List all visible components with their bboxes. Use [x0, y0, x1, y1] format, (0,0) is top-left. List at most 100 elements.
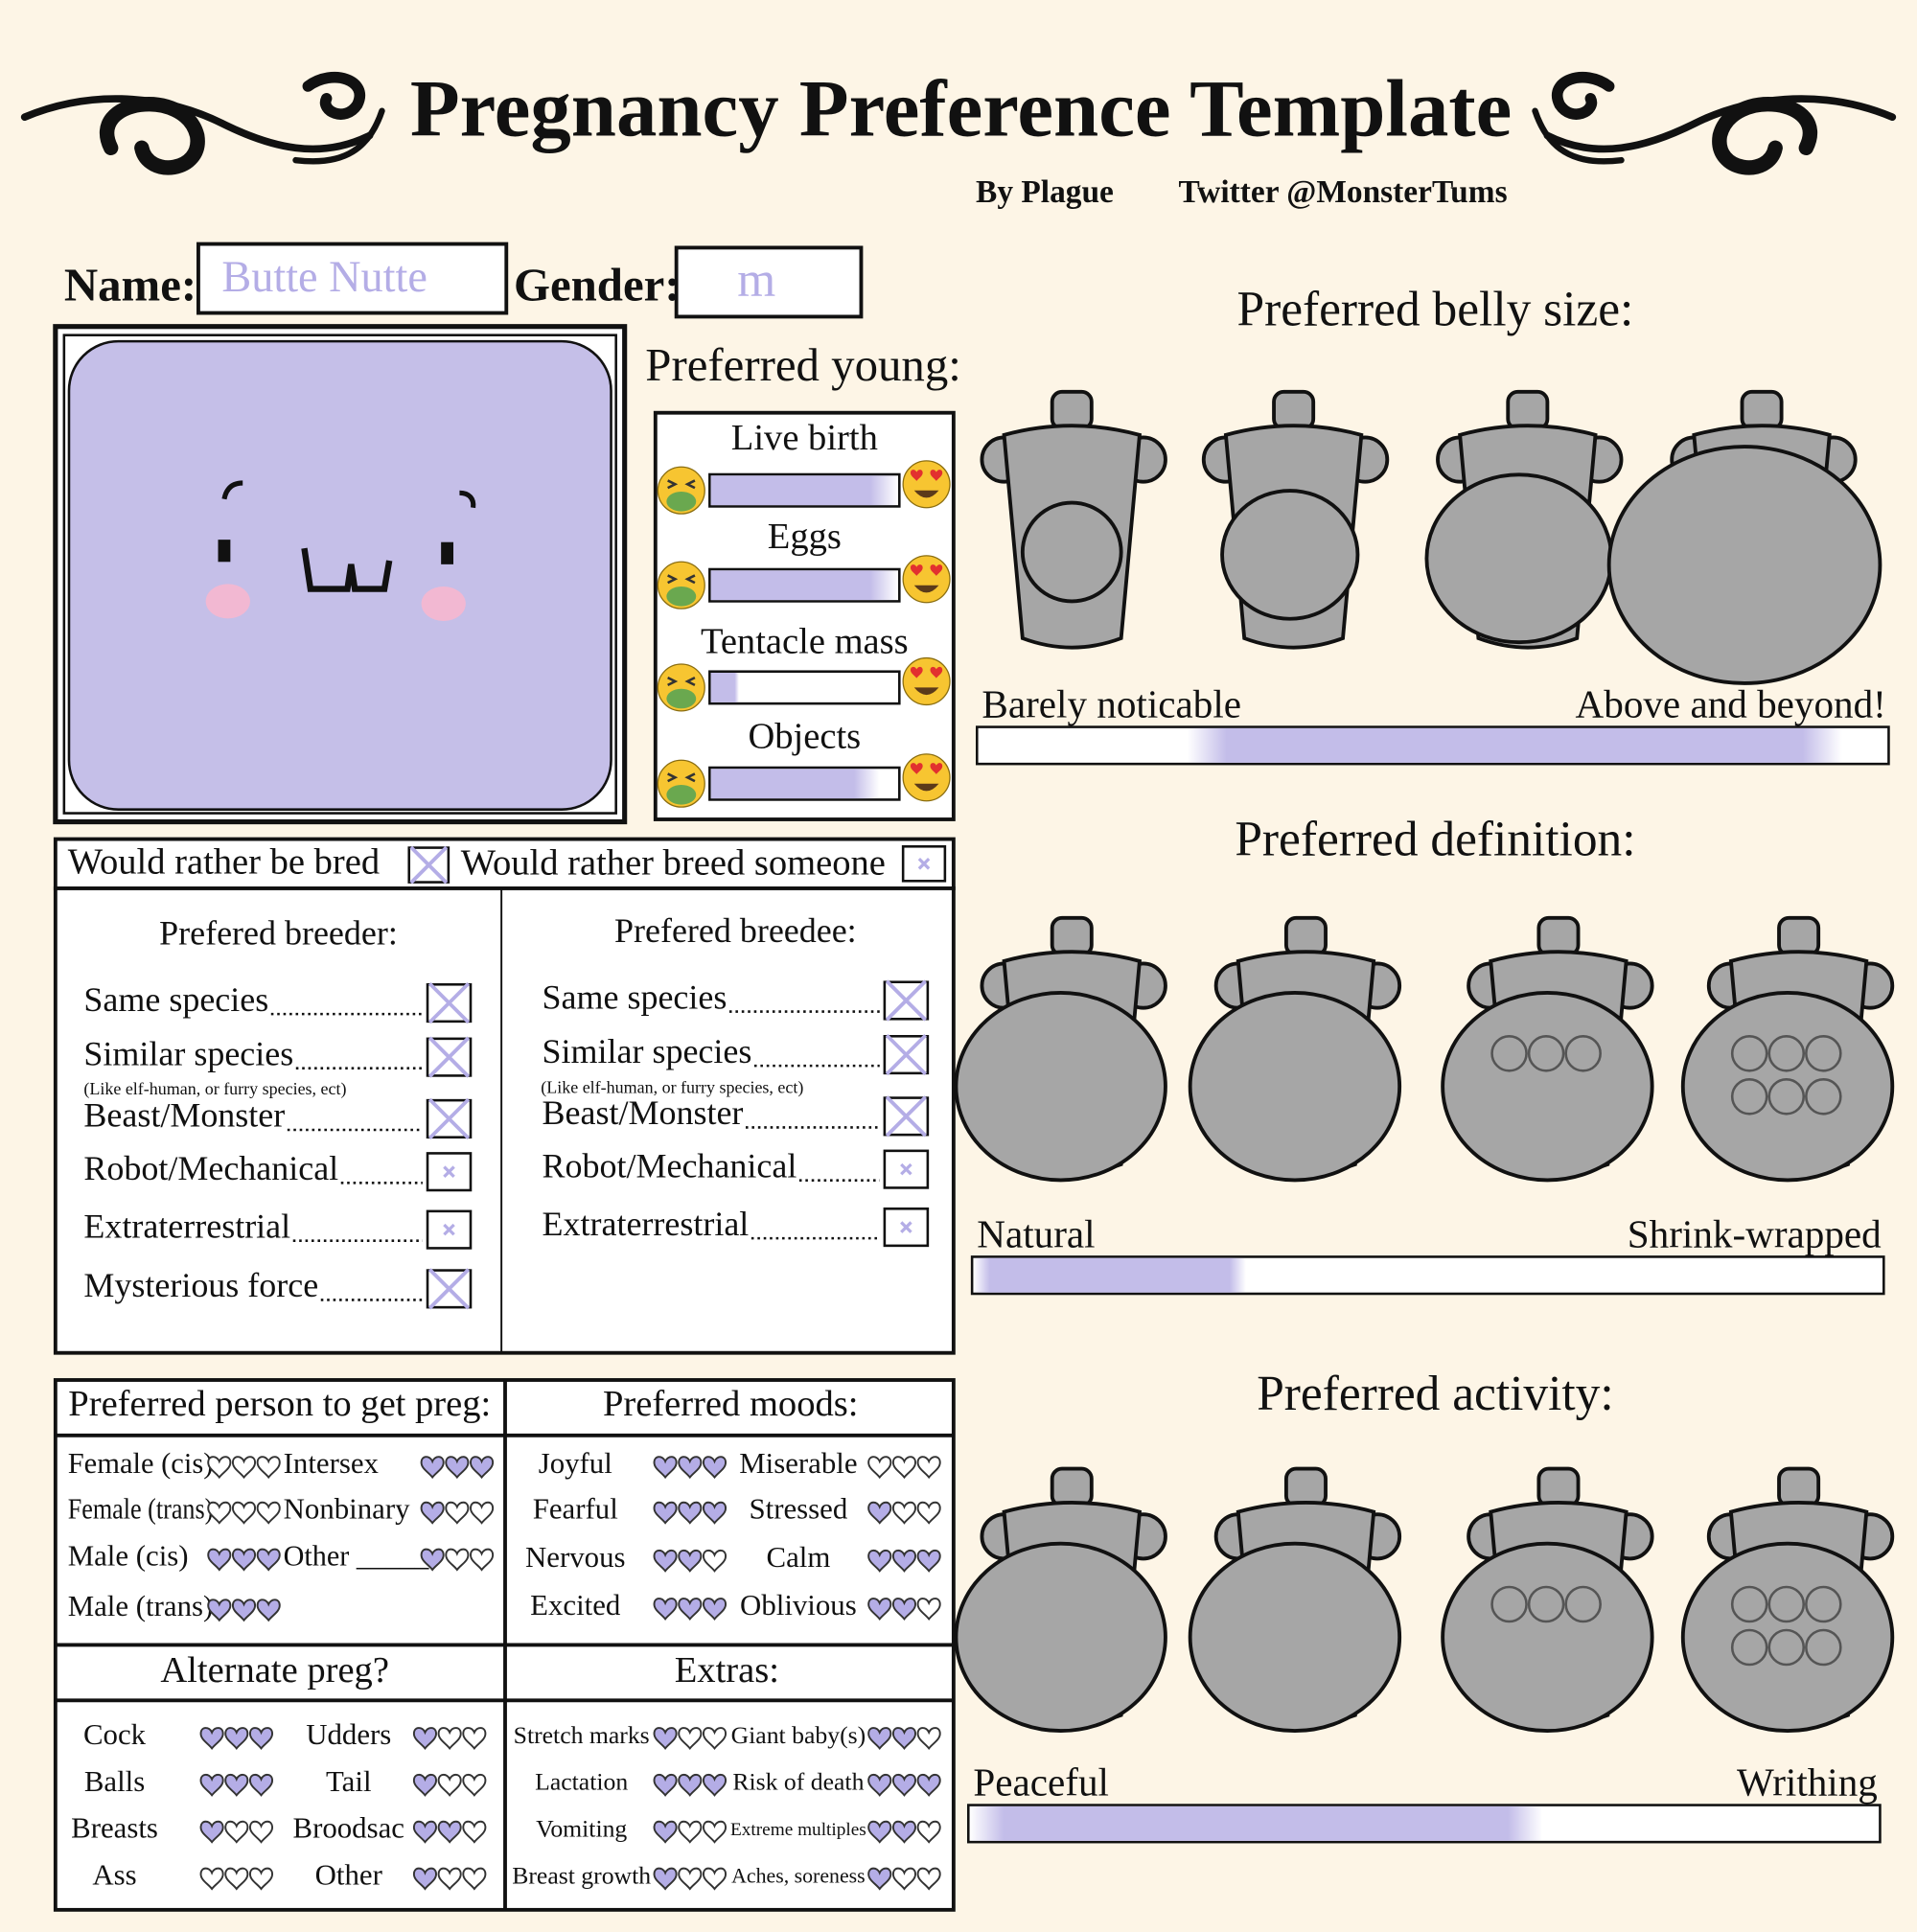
- heart-rating: [224, 1773, 249, 1797]
- heart-rating: [207, 1548, 232, 1572]
- heart-rating: [207, 1598, 232, 1622]
- role-box: [53, 837, 956, 890]
- rating-label: Stretch marks: [514, 1721, 650, 1749]
- heart-rating: [224, 1867, 249, 1891]
- check-mark: [409, 845, 449, 885]
- gender-box: [674, 245, 864, 319]
- slider-fill: [710, 673, 739, 702]
- flourish-right: [1532, 72, 1897, 175]
- torso-figure: [1680, 915, 1895, 1183]
- emoji-eye: [930, 470, 943, 481]
- checkbox: [426, 1152, 473, 1192]
- rating-label: Joyful: [539, 1447, 612, 1480]
- species-label: Extraterrestrial: [543, 1205, 750, 1243]
- heart-rating: [445, 1456, 470, 1480]
- heart-rating: [470, 1548, 495, 1572]
- torso-neck: [1777, 1466, 1821, 1508]
- check-mark: [427, 1097, 471, 1140]
- heart-rating: [916, 1501, 941, 1525]
- emoji-mouth: [913, 585, 939, 593]
- torso-neck: [1506, 389, 1550, 431]
- heart-rating: [653, 1501, 678, 1525]
- heart-rating: [248, 1820, 274, 1844]
- moods-title: Preferred moods:: [603, 1384, 859, 1424]
- heart-rating: [702, 1598, 728, 1622]
- heart-rating: [231, 1501, 257, 1525]
- species-label: Similar species: [543, 1032, 752, 1070]
- heart-rating: [420, 1501, 445, 1525]
- heart-rating: [702, 1456, 728, 1480]
- torso-lump: [1527, 1035, 1565, 1072]
- heart-rating: [256, 1501, 281, 1525]
- rating-label: Cock: [83, 1718, 147, 1751]
- emoji-like: [902, 460, 951, 509]
- range-high-label: Above and beyond!: [1576, 682, 1886, 726]
- heart-rating: [256, 1548, 281, 1572]
- cross-mark: [900, 1162, 912, 1176]
- rating-label: Intersex: [284, 1447, 380, 1480]
- torso-neck: [1536, 1466, 1581, 1508]
- heart-rating: [437, 1727, 462, 1751]
- emoji-like: [902, 753, 951, 802]
- torso-figure: [1606, 389, 1882, 685]
- cross-mark: [443, 1223, 455, 1236]
- rating-label: Udders: [306, 1718, 391, 1751]
- emoji-face: [902, 555, 951, 604]
- young-label: Objects: [748, 716, 861, 756]
- torso-neck: [1536, 915, 1581, 957]
- emoji-dislike: [657, 466, 705, 515]
- torso-lump: [1767, 1078, 1806, 1116]
- note: (Like elf-human, or furry species, ect): [83, 1079, 346, 1099]
- heart-rating: [653, 1456, 678, 1480]
- check-mark: [885, 1033, 927, 1076]
- torso-figure: [980, 389, 1167, 650]
- torso-lump: [1490, 1585, 1528, 1623]
- torso-lump: [1564, 1585, 1602, 1623]
- rating-label: Female (cis): [68, 1447, 214, 1480]
- heart-rating: [891, 1456, 916, 1480]
- checkbox: [426, 1209, 473, 1250]
- cross-mark: [917, 858, 931, 870]
- heart-rating: [653, 1598, 678, 1622]
- rating-label: Excited: [530, 1589, 621, 1622]
- check-mark: [427, 1036, 471, 1078]
- heart-rating: [891, 1820, 916, 1844]
- rating-label: Male (trans): [68, 1590, 214, 1622]
- range-high-label: Shrink-wrapped: [1628, 1212, 1882, 1256]
- heart-rating: [437, 1773, 462, 1797]
- role-label: Would rather breed someone: [461, 843, 886, 884]
- torso-lump: [1767, 1628, 1806, 1667]
- emoji-like: [902, 656, 951, 706]
- heart-rating: [891, 1867, 916, 1891]
- slider-fill: [710, 769, 880, 799]
- heart-rating: [231, 1456, 257, 1480]
- heart-rating: [867, 1820, 892, 1844]
- torso-belly: [1441, 991, 1654, 1183]
- slider-fill: [969, 1806, 1543, 1841]
- torso-lump: [1805, 1078, 1842, 1116]
- rating-label: Extreme multiples: [730, 1820, 866, 1840]
- torso-lump: [1805, 1035, 1842, 1072]
- rating-label: Broodsac: [293, 1812, 404, 1845]
- young-label: Live birth: [731, 418, 878, 458]
- species-label: Same species: [543, 978, 728, 1016]
- torso-figure: [1188, 1466, 1402, 1734]
- torso-belly: [954, 991, 1167, 1183]
- emoji-dislike: [657, 663, 705, 712]
- heart-rating: [867, 1867, 892, 1891]
- rating-label: Female (trans): [68, 1493, 214, 1526]
- torso-lump: [1527, 1585, 1565, 1623]
- species-label: Same species: [83, 980, 268, 1019]
- heart-rating: [470, 1456, 495, 1480]
- species-label: Similar species: [83, 1034, 293, 1072]
- heart-rating: [653, 1773, 678, 1797]
- torso-neck: [1272, 389, 1316, 431]
- heart-rating: [445, 1501, 470, 1525]
- breedee-title: Prefered breedee:: [614, 911, 857, 950]
- heart-rating: [891, 1501, 916, 1525]
- torso-neck: [1777, 915, 1821, 957]
- heart-rating: [678, 1727, 703, 1751]
- heart-rating: [437, 1867, 462, 1891]
- species-label: Mysterious force: [83, 1266, 318, 1304]
- torso-belly: [1606, 445, 1882, 685]
